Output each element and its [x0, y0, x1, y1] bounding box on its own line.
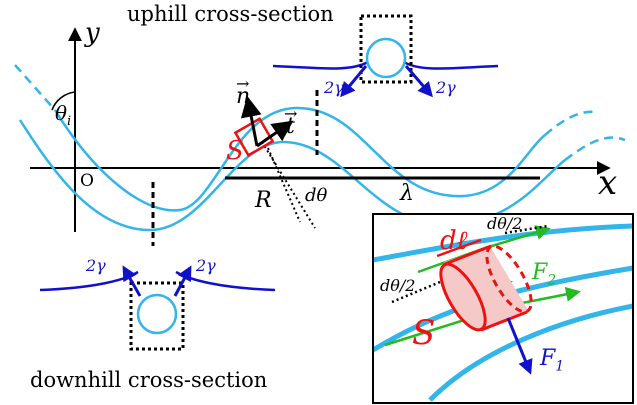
downhill-fiber-circle	[136, 293, 178, 335]
inset-f2-label: F2	[532, 260, 557, 289]
radius-line-1	[261, 141, 316, 229]
downhill-two-gamma-right: 2γ	[196, 256, 216, 275]
inset-normal-right	[504, 224, 549, 235]
downhill-meniscus-right	[175, 270, 276, 292]
uphill-two-gamma-left: 2γ	[324, 78, 344, 97]
x-axis-label: x	[598, 163, 618, 203]
downhill-two-gamma-left: 2γ	[86, 256, 106, 275]
inset-f1-label: F1	[540, 346, 565, 375]
normal-vector	[240, 95, 262, 147]
uphill-fiber-circle	[365, 37, 407, 79]
inset-dl-label: dℓ	[440, 226, 468, 256]
uphill-two-gamma-right: 2γ	[436, 78, 456, 97]
surface-s-label: S	[226, 136, 244, 166]
inset-cylinder-top-edge	[444, 244, 492, 266]
normal-vector-label: n →	[236, 74, 251, 109]
d-theta-label: dθ	[305, 185, 328, 206]
inset-cylinder-body	[444, 246, 528, 332]
downhill-force-right	[173, 265, 192, 297]
uphill-force-left	[340, 65, 368, 98]
uphill-dotted-box	[359, 14, 413, 84]
surface-element-box	[233, 117, 275, 157]
downhill-title: downhill cross-section	[30, 368, 268, 392]
tube-upper-wall	[53, 106, 546, 212]
inset-dtheta-half-left: dθ/2	[380, 276, 416, 295]
origin-label: O	[80, 171, 94, 191]
tube-lower-wall-dashed-right	[564, 136, 626, 162]
tangent-vector	[256, 120, 294, 148]
inset-outer-wall	[374, 223, 632, 263]
lambda-label: λ	[400, 181, 414, 206]
uphill-meniscus-left	[272, 60, 369, 70]
inset-cylinder-bottom-edge	[480, 310, 528, 332]
theta-i-label: θi	[55, 101, 72, 129]
inset-lower-wall	[428, 303, 632, 402]
downhill-dotted-box	[129, 281, 185, 351]
uphill-force-right	[404, 65, 433, 98]
inset-dtheta-half-top: dθ/2	[487, 214, 523, 233]
radius-line-2	[267, 147, 301, 223]
inset-dl-bar	[436, 238, 482, 258]
inset-content	[374, 223, 632, 402]
uphill-meniscus-right	[403, 60, 499, 70]
tube-upper-wall-dashed-right	[544, 110, 596, 136]
radius-label: R	[255, 188, 272, 213]
theta-i-arc	[51, 91, 76, 111]
downhill-force-left	[122, 265, 142, 297]
uphill-title: uphill cross-section	[127, 2, 334, 26]
tangent-vector-label: t →	[284, 104, 298, 139]
inset-force-f1	[506, 317, 533, 375]
y-axis-label: y	[85, 18, 100, 48]
inset-s-calligraphic: S	[412, 313, 436, 353]
tube-upper-wall-dashed-left	[14, 64, 56, 111]
inset-normal-left	[391, 280, 441, 304]
inset-green-top	[484, 225, 551, 250]
